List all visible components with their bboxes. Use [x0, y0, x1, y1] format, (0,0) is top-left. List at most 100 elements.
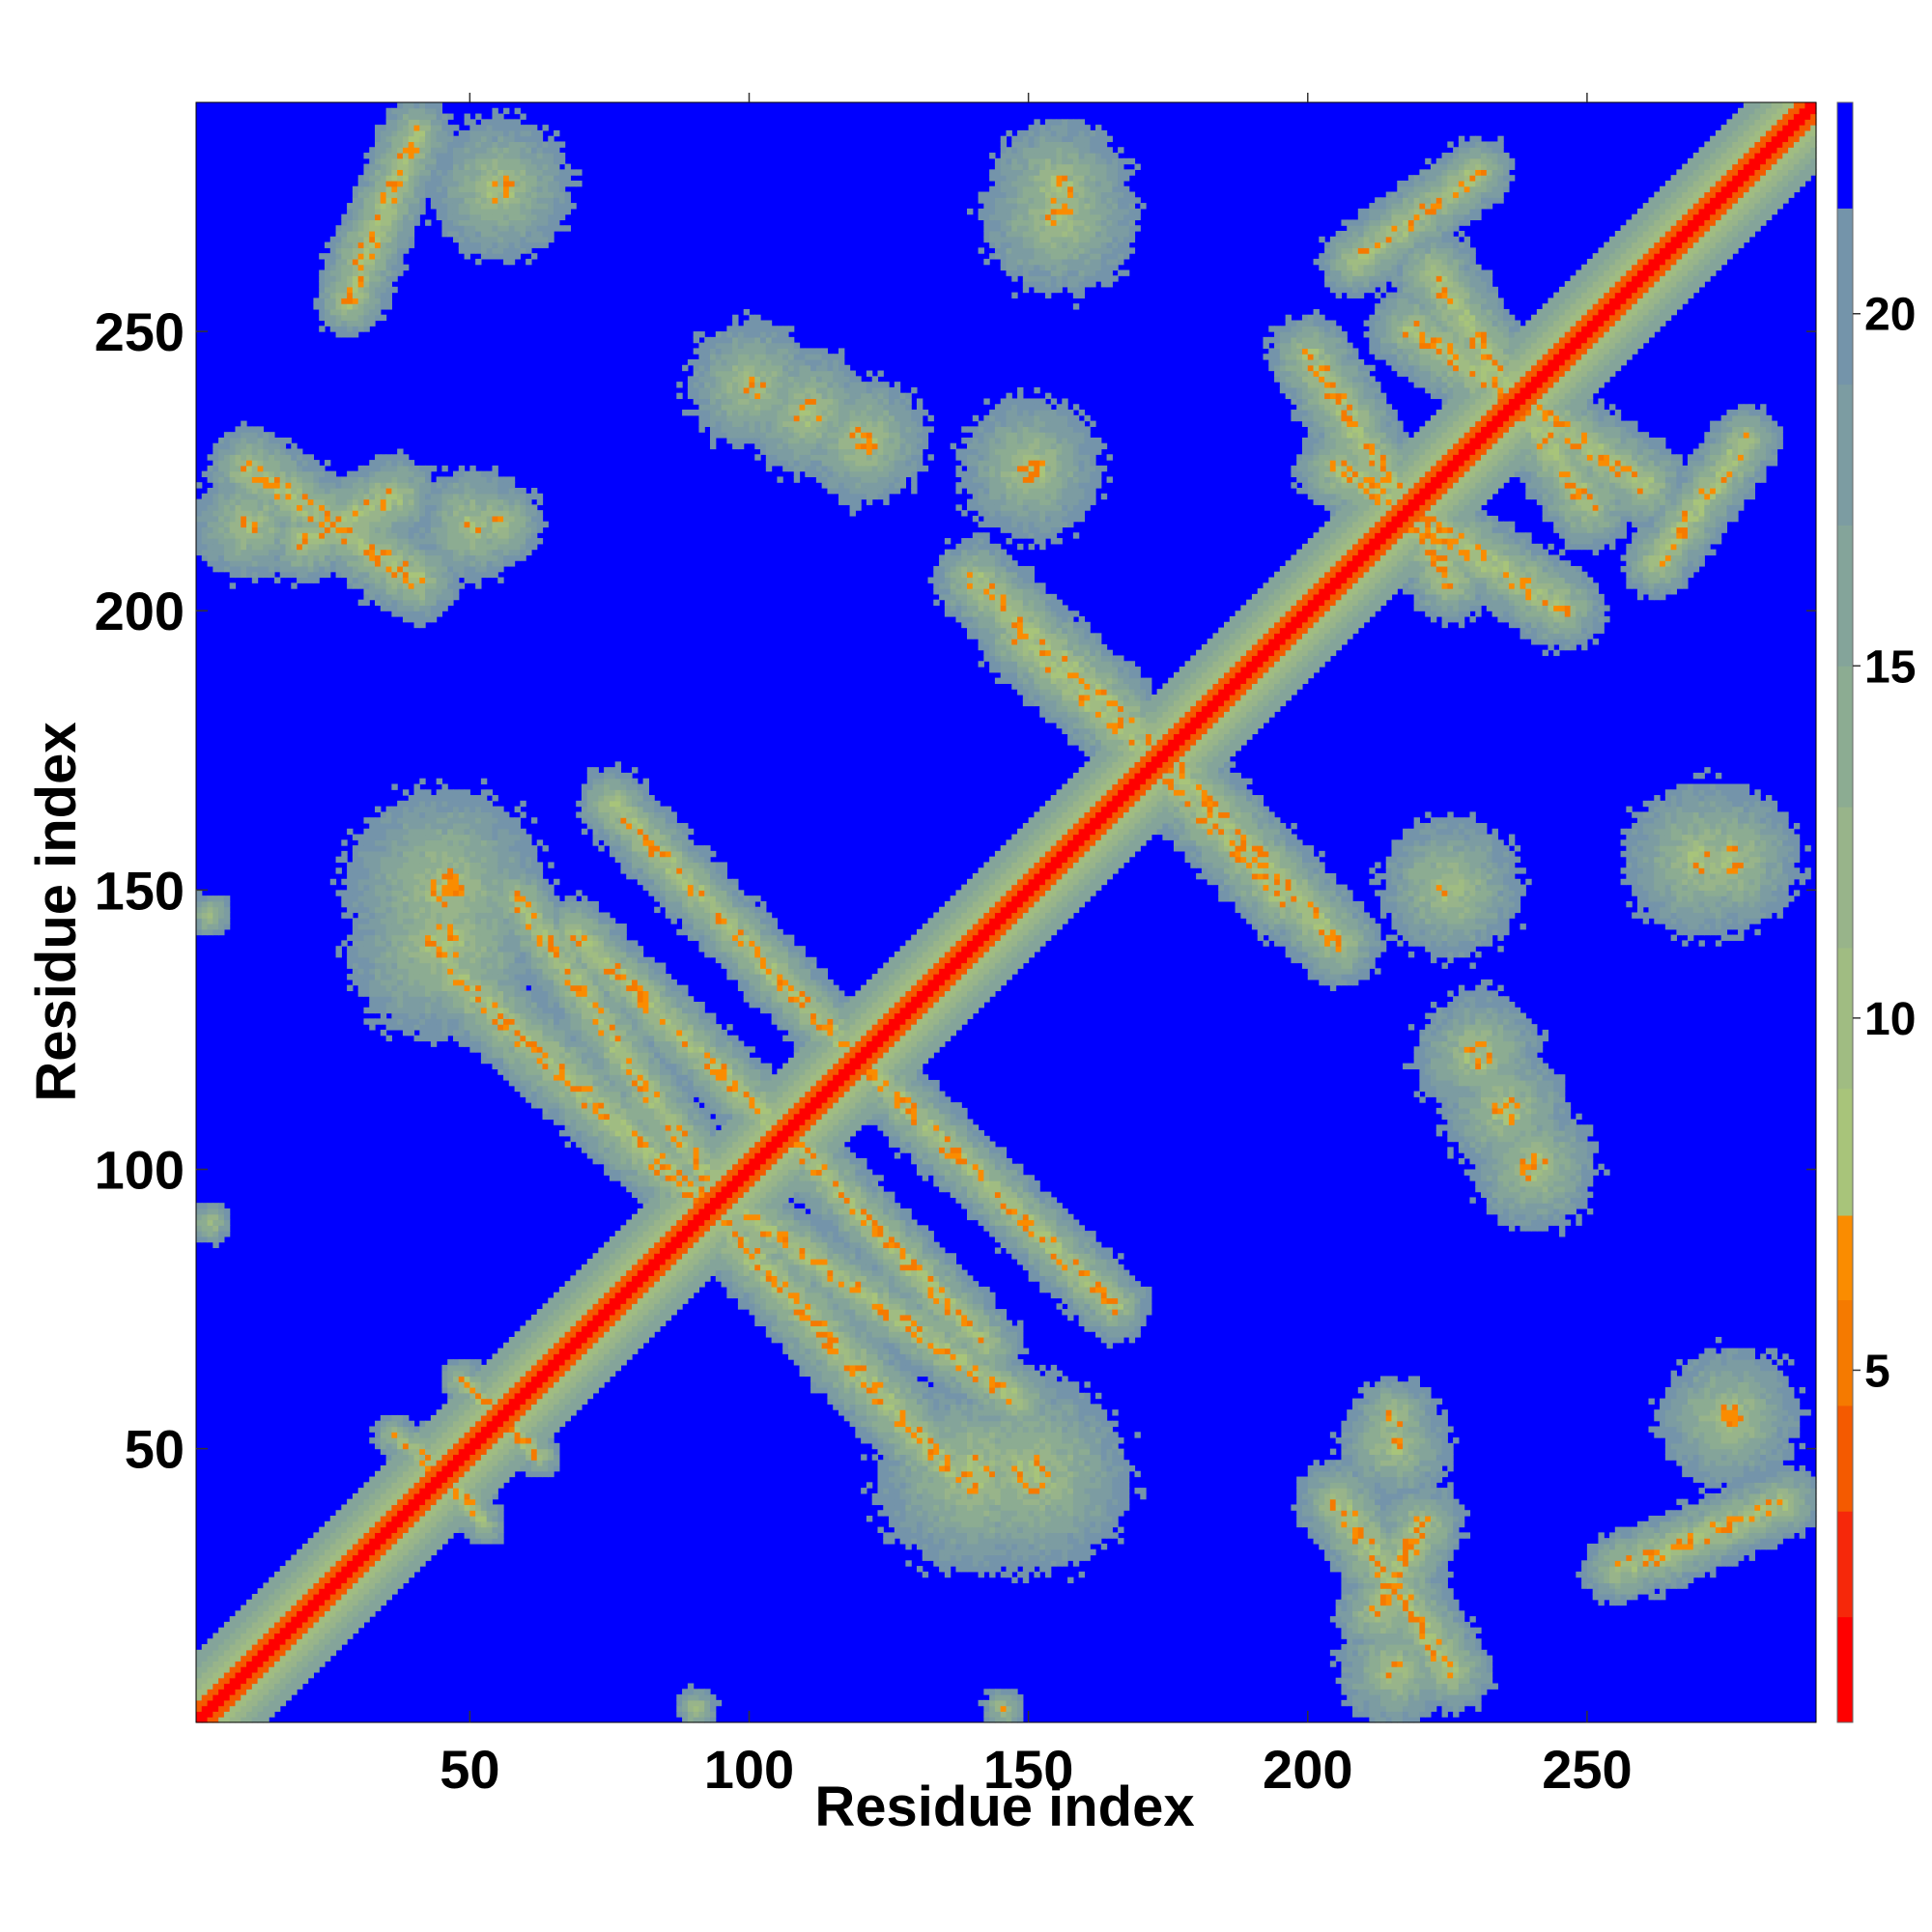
heatmap-cell	[358, 482, 364, 488]
heatmap-cell	[291, 516, 297, 522]
heatmap-cell	[469, 476, 475, 482]
heatmap-cell	[252, 1600, 258, 1605]
heatmap-cell	[492, 1387, 497, 1393]
heatmap-cell	[475, 582, 481, 588]
heatmap-cell	[325, 1638, 330, 1644]
heatmap-cell	[391, 1465, 397, 1471]
heatmap-cell	[208, 1661, 213, 1666]
heatmap-cell	[230, 582, 236, 588]
heatmap-cell	[437, 952, 442, 957]
heatmap-cell	[437, 795, 442, 801]
heatmap-cell	[431, 1437, 437, 1443]
heatmap-cell	[369, 974, 375, 980]
heatmap-cell	[453, 482, 459, 488]
heatmap-cell	[492, 1482, 497, 1488]
heatmap-cell	[475, 225, 481, 231]
heatmap-cell	[208, 1638, 213, 1644]
heatmap-cell	[465, 1393, 470, 1399]
heatmap-cell	[363, 253, 369, 259]
heatmap-cell	[469, 974, 475, 980]
heatmap-cell	[280, 1672, 286, 1678]
heatmap-cell	[291, 544, 297, 550]
heatmap-cell	[459, 504, 465, 510]
heatmap-cell	[431, 807, 437, 812]
heatmap-cell	[386, 281, 392, 287]
heatmap-cell	[425, 181, 431, 186]
heatmap-cell	[441, 1024, 447, 1030]
heatmap-cell	[213, 1225, 218, 1231]
heatmap-cell	[497, 242, 503, 248]
heatmap-cell	[363, 1594, 369, 1600]
heatmap-cell	[297, 526, 302, 532]
heatmap-cell	[381, 203, 386, 209]
heatmap-cell	[431, 946, 437, 952]
heatmap-cell	[381, 829, 386, 835]
heatmap-cell	[414, 572, 420, 578]
heatmap-cell	[252, 466, 258, 471]
heatmap-cell	[492, 918, 497, 923]
heatmap-cell	[280, 504, 286, 510]
heatmap-cell	[469, 550, 475, 555]
heatmap-cell	[487, 510, 493, 516]
heatmap-cell	[397, 538, 403, 544]
heatmap-cell	[487, 1421, 493, 1427]
heatmap-cell	[375, 990, 381, 996]
heatmap-cell	[492, 526, 497, 532]
heatmap-cell	[503, 890, 509, 895]
heatmap-cell	[409, 181, 414, 186]
heatmap-cell	[386, 1560, 392, 1566]
heatmap-cell	[224, 1622, 230, 1628]
heatmap-cell	[208, 522, 213, 527]
heatmap-cell	[391, 835, 397, 840]
heatmap-cell	[308, 1572, 314, 1577]
heatmap-cell	[419, 1482, 425, 1488]
heatmap-cell	[414, 147, 420, 153]
heatmap-cell	[414, 845, 420, 851]
heatmap-cell	[381, 817, 386, 823]
heatmap-cell	[235, 1700, 241, 1706]
heatmap-cell	[325, 293, 330, 298]
heatmap-cell	[414, 1510, 420, 1516]
heatmap-cell	[437, 1024, 442, 1030]
heatmap-cell	[469, 990, 475, 996]
heatmap-cell	[447, 789, 453, 795]
heatmap-cell	[437, 1432, 442, 1437]
heatmap-cell	[447, 1432, 453, 1437]
heatmap-cell	[469, 845, 475, 851]
heatmap-cell	[252, 538, 258, 544]
heatmap-cell	[341, 1521, 347, 1527]
heatmap-cell	[492, 476, 497, 482]
heatmap-cell	[419, 918, 425, 923]
heatmap-cell	[353, 1510, 358, 1516]
heatmap-cell	[358, 862, 364, 867]
heatmap-cell	[263, 1616, 269, 1622]
heatmap-cell	[375, 1582, 381, 1588]
heatmap-cell	[419, 1460, 425, 1465]
heatmap-cell	[431, 600, 437, 606]
heatmap-cell	[419, 963, 425, 969]
heatmap-cell	[419, 476, 425, 482]
heatmap-cell	[431, 164, 437, 170]
heatmap-cell	[341, 265, 347, 270]
heatmap-cell	[441, 912, 447, 918]
heatmap-cell	[330, 544, 336, 550]
heatmap-cell	[481, 985, 487, 991]
heatmap-cell	[386, 1549, 392, 1555]
heatmap-cell	[330, 287, 336, 293]
heatmap-cell	[453, 811, 459, 817]
heatmap-cell	[286, 538, 292, 544]
heatmap-cell	[386, 560, 392, 566]
heatmap-cell	[291, 1560, 297, 1566]
heatmap-cell	[369, 1426, 375, 1432]
heatmap-cell	[347, 522, 353, 527]
heatmap-cell	[341, 1504, 347, 1510]
heatmap-cell	[465, 929, 470, 935]
heatmap-cell	[258, 1638, 264, 1644]
heatmap-cell	[381, 293, 386, 298]
heatmap-cell	[363, 186, 369, 192]
heatmap-cell	[252, 566, 258, 572]
heatmap-cell	[492, 1443, 497, 1449]
heatmap-cell	[358, 522, 364, 527]
heatmap-cell	[363, 494, 369, 499]
heatmap-cell	[381, 494, 386, 499]
